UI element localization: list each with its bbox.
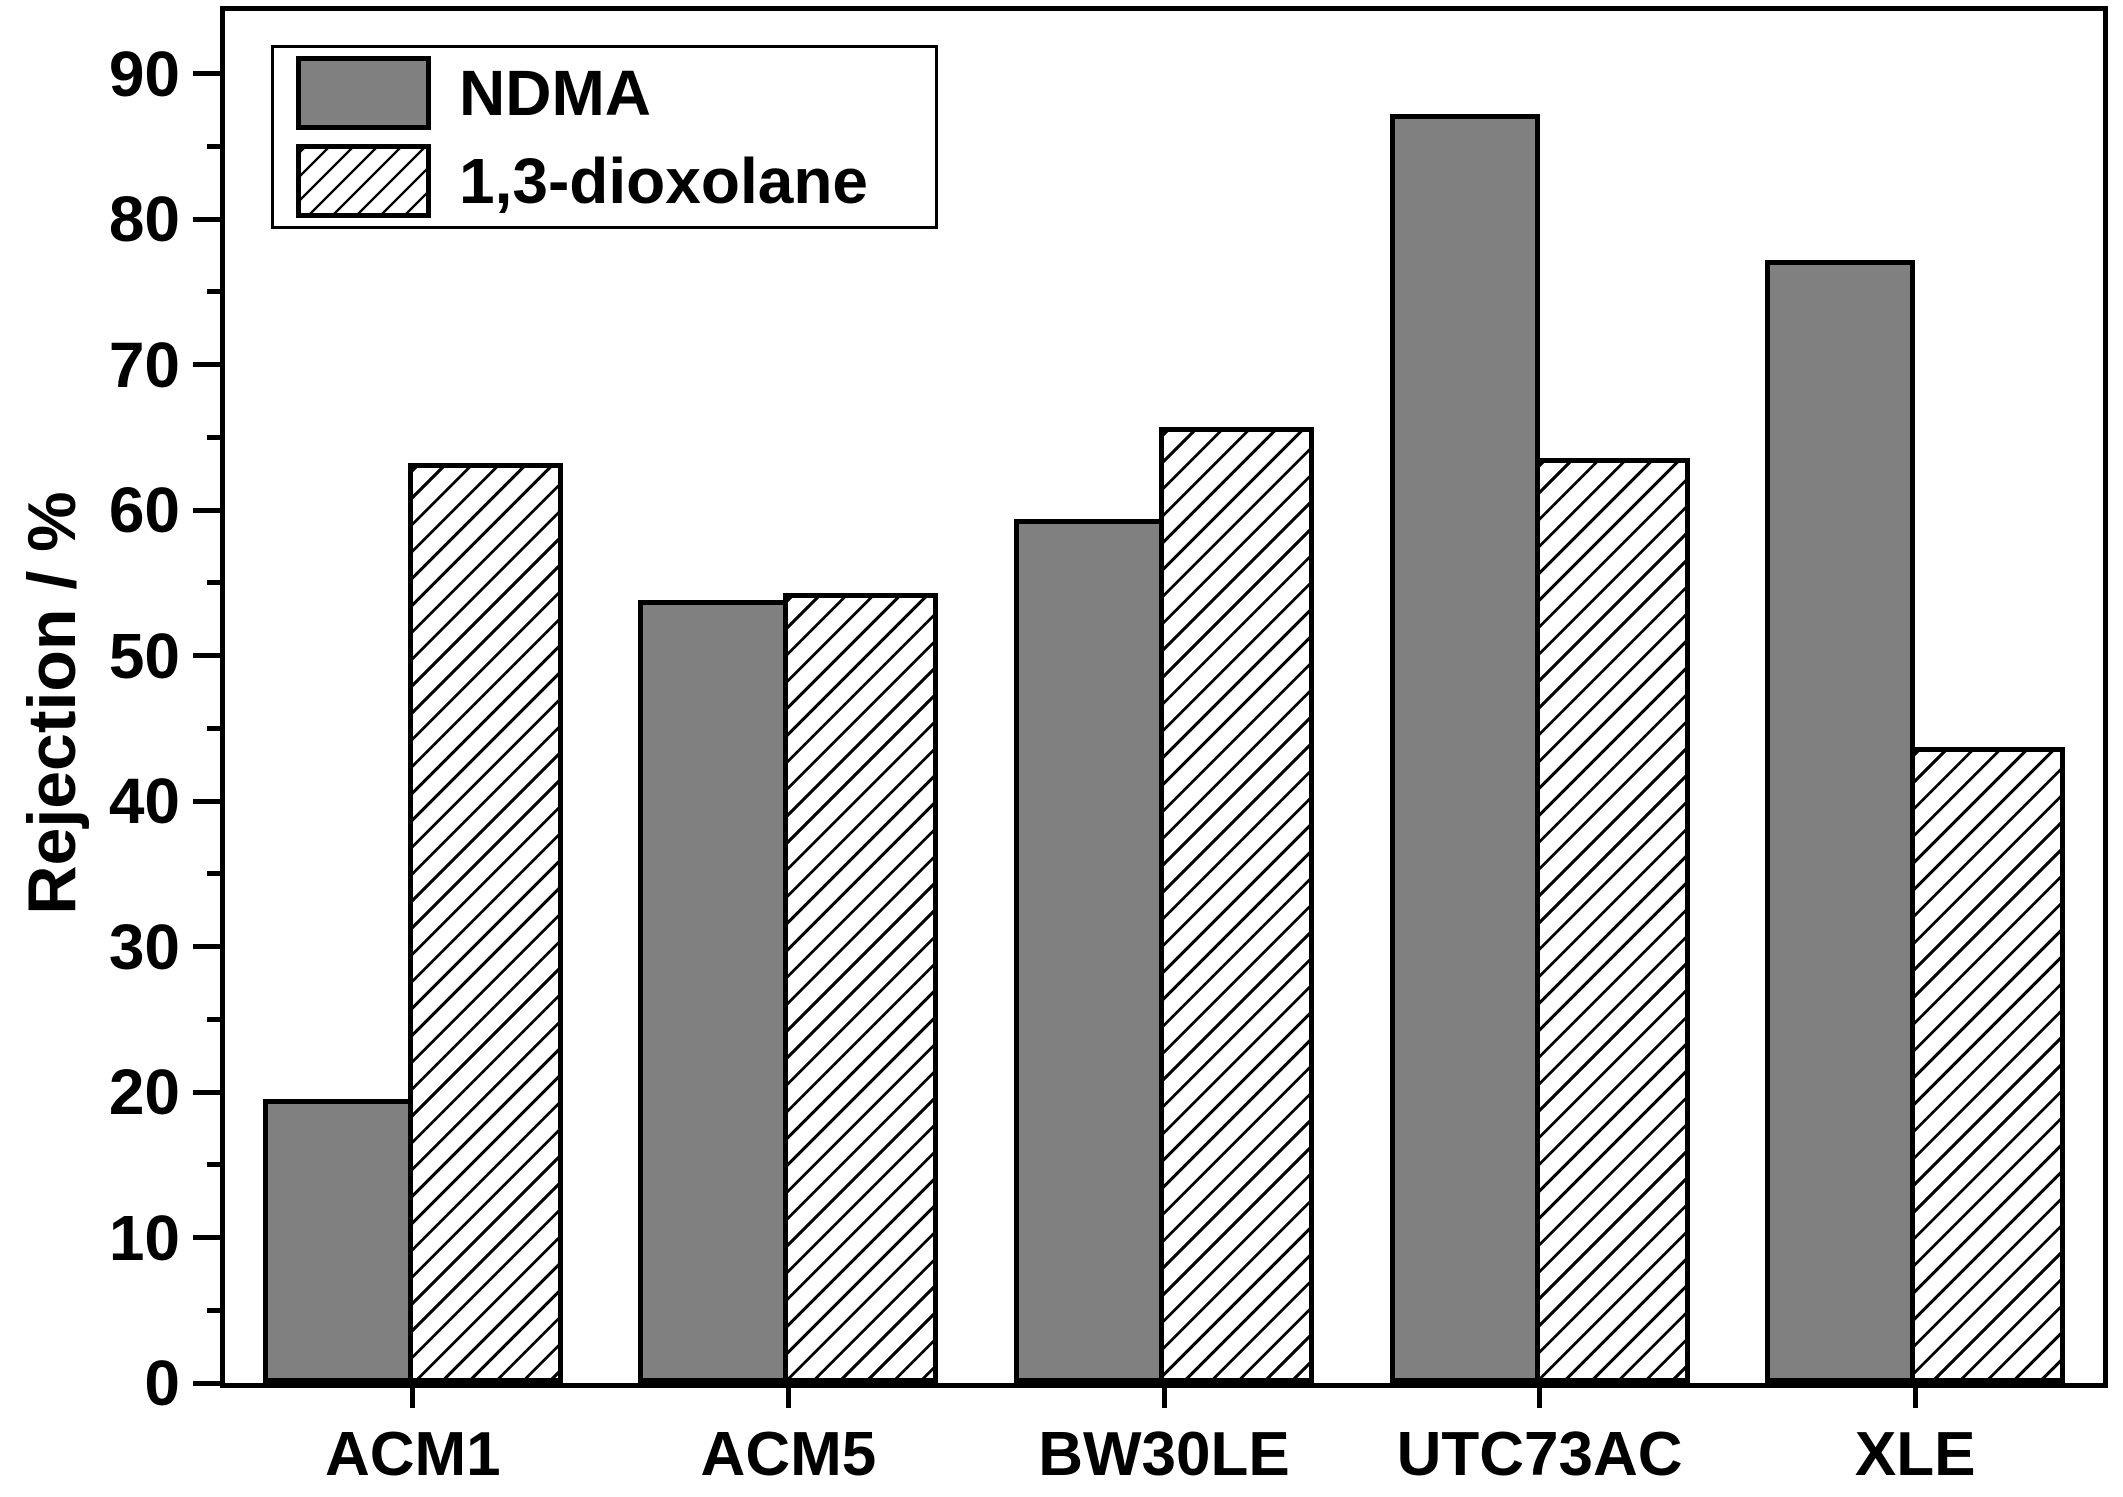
bar-ndma-xle	[1765, 259, 1916, 1383]
y-tick-label: 60	[108, 474, 180, 547]
y-minor-tick-mark	[207, 871, 222, 877]
x-tick-mark	[1912, 1386, 1918, 1408]
y-tick-mark	[193, 1089, 222, 1095]
bar-dioxolane-utc73ac	[1534, 457, 1690, 1383]
x-tick-mark	[1161, 1386, 1167, 1408]
bar-dioxolane-bw30le	[1159, 427, 1314, 1383]
legend-label-dioxolane: 1,3-dioxolane	[459, 145, 868, 217]
y-tick-mark	[193, 362, 222, 368]
y-tick-label: 10	[108, 1201, 180, 1274]
y-tick-label: 90	[108, 37, 180, 110]
y-axis-title: Rejection / %	[14, 491, 90, 915]
y-tick-mark	[193, 1380, 222, 1386]
legend-swatch-dioxolane-icon	[296, 144, 431, 218]
y-tick-label: 0	[144, 1347, 180, 1419]
legend-label-ndma: NDMA	[459, 57, 651, 129]
x-tick-mark	[410, 1386, 416, 1408]
bar-ndma-utc73ac	[1389, 114, 1540, 1383]
x-tick-mark	[785, 1386, 791, 1408]
bar-dioxolane-xle	[1910, 747, 2066, 1383]
x-category-label: ACM1	[324, 1420, 501, 1489]
y-minor-tick-mark	[207, 580, 222, 586]
legend-item-dioxolane: 1,3-dioxolane	[296, 144, 935, 218]
x-category-label: XLE	[1854, 1420, 1976, 1489]
y-tick-label: 70	[108, 328, 180, 401]
legend-swatch-ndma-icon	[296, 56, 431, 130]
y-tick-mark	[193, 71, 222, 77]
y-tick-mark	[193, 653, 222, 659]
y-tick-label: 20	[108, 1056, 180, 1128]
y-tick-label: 40	[108, 765, 180, 838]
y-minor-tick-mark	[207, 289, 222, 295]
bar-dioxolane-acm1	[407, 463, 563, 1383]
y-tick-mark	[193, 507, 222, 513]
y-tick-label: 30	[108, 910, 180, 983]
bar-dioxolane-acm5	[783, 592, 939, 1383]
y-tick-mark	[193, 216, 222, 222]
y-tick-mark	[193, 944, 222, 950]
y-tick-mark	[193, 798, 222, 804]
y-minor-tick-mark	[207, 143, 222, 149]
y-tick-label: 80	[108, 183, 180, 256]
bar-ndma-acm1	[262, 1099, 413, 1383]
legend: NDMA 1,3-dioxolane	[271, 45, 938, 229]
y-minor-tick-mark	[207, 1162, 222, 1168]
bar-ndma-bw30le	[1014, 518, 1164, 1383]
y-minor-tick-mark	[207, 1016, 222, 1022]
x-category-label: BW30LE	[1038, 1420, 1290, 1489]
y-minor-tick-mark	[207, 1307, 222, 1313]
y-minor-tick-mark	[207, 434, 222, 440]
x-category-label: ACM5	[700, 1420, 877, 1489]
legend-item-ndma: NDMA	[296, 56, 935, 130]
x-tick-mark	[1537, 1386, 1543, 1408]
y-minor-tick-mark	[207, 725, 222, 731]
y-tick-label: 50	[108, 619, 180, 692]
y-tick-mark	[193, 1235, 222, 1240]
x-category-label: UTC73AC	[1396, 1420, 1683, 1489]
bar-ndma-acm5	[638, 600, 789, 1383]
